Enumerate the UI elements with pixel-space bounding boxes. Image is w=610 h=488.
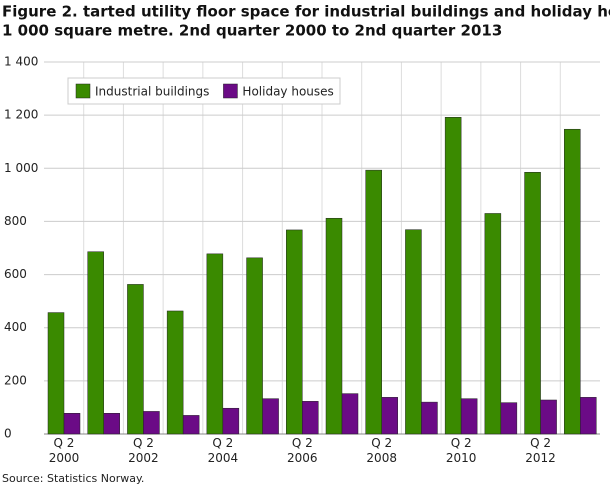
legend-swatch — [75, 83, 91, 99]
bar — [564, 128, 581, 435]
bar — [222, 407, 240, 435]
bar — [341, 393, 359, 435]
bar — [47, 312, 65, 435]
legend-label: Holiday houses — [242, 85, 333, 99]
bar — [166, 310, 184, 435]
x-tick-label: Q 2 2006 — [287, 436, 318, 465]
y-tick-label: 1 200 — [4, 108, 38, 122]
source: Source: Statistics Norway. — [2, 472, 144, 485]
y-tick-label: 200 — [4, 373, 27, 387]
y-tick-label: 400 — [4, 320, 27, 334]
bar — [206, 253, 224, 435]
bar — [381, 397, 398, 435]
bar — [460, 398, 478, 435]
x-tick-label: Q 2 2012 — [525, 436, 556, 465]
bar — [421, 401, 438, 435]
bar — [444, 117, 462, 435]
bar — [182, 415, 200, 435]
bar — [580, 397, 597, 435]
bar — [524, 172, 541, 435]
y-tick-label: 600 — [4, 267, 27, 281]
x-tick-label: Q 2 2002 — [128, 436, 159, 465]
bar — [325, 217, 343, 435]
chart-subtitle: 1 000 square metre. 2nd quarter 2000 to … — [2, 22, 502, 40]
bar — [87, 251, 104, 435]
legend-box — [67, 77, 341, 105]
y-tick-label: 1 400 — [4, 55, 38, 69]
bar — [365, 169, 382, 435]
x-tick-label: Q 2 2000 — [48, 436, 80, 465]
bar — [103, 413, 120, 435]
bar — [500, 402, 518, 435]
bar — [246, 257, 263, 435]
x-tick-label: Q 2 2004 — [207, 436, 239, 465]
bar — [63, 413, 81, 435]
bar — [262, 398, 279, 435]
bar — [540, 399, 557, 435]
bar — [302, 401, 319, 435]
bar — [127, 284, 144, 435]
bar — [484, 213, 502, 435]
bar — [286, 229, 303, 435]
y-tick-label: 800 — [4, 214, 27, 228]
x-tick-label: Q 2 2008 — [366, 436, 397, 465]
chart-title: Figure 2. tarted utility floor space for… — [2, 3, 610, 21]
bar — [143, 411, 160, 435]
legend-label: Industrial buildings — [95, 85, 209, 99]
y-tick-label: 1 000 — [4, 161, 38, 175]
x-tick-label: Q 2 2010 — [445, 436, 477, 465]
legend-swatch — [223, 83, 238, 99]
y-tick-label: 0 — [4, 427, 12, 441]
bar — [405, 229, 422, 435]
